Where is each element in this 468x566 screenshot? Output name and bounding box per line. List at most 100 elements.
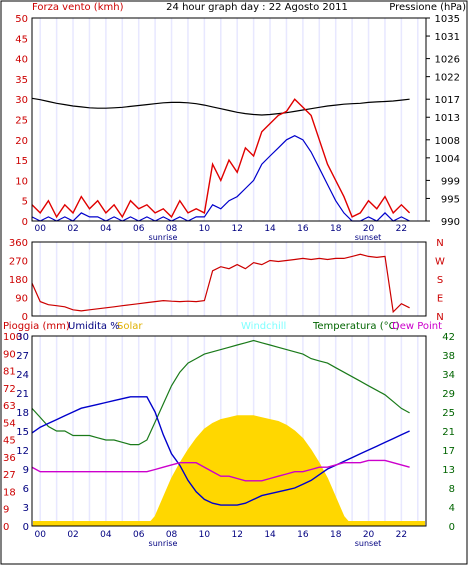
humidity-tick-label: 3	[23, 503, 29, 514]
direction-tick-label: 90	[15, 294, 28, 305]
rain-tick-label: 18	[3, 487, 16, 498]
time-tick-label: 06	[133, 224, 145, 234]
direction-tick-label: 270	[9, 257, 28, 268]
humidity-tick-label: 30	[16, 332, 29, 343]
legend-dewpoint: Dew Point	[392, 321, 442, 332]
humidity-tick-label: 27	[16, 351, 29, 362]
temp-panel-frame	[31, 335, 427, 527]
rain-tick-label: 27	[3, 470, 16, 481]
time-tick-label: 18	[330, 530, 342, 540]
time-tick-label: 06	[133, 530, 145, 540]
wind-speed-axis: 0 5 10 15 20 25 30 35 40 45 50	[15, 14, 28, 228]
time-tick-label: 04	[100, 530, 112, 540]
title-left: Forza vento (kmh)	[32, 2, 124, 13]
direction-panel-series	[31, 253, 410, 314]
time-tick-label: 16	[297, 224, 309, 234]
humidity-tick-label: 21	[16, 389, 29, 400]
wind-panel-frame	[31, 17, 427, 222]
rain-tick-label: 36	[3, 453, 16, 464]
pressure-tick-label: 1026	[435, 55, 460, 66]
pressure-tick-label: 990	[441, 217, 460, 228]
rain-tick-label: 90	[3, 349, 16, 360]
pressure-tick-label: 1017	[435, 95, 460, 106]
sunset-label: sunset	[355, 233, 382, 242]
time-tick-label: 12	[231, 224, 242, 234]
pressure-tick-label: 999	[441, 176, 460, 187]
temperature-tick-label: 17	[442, 446, 455, 457]
pressure-tick-label: 1004	[435, 154, 460, 165]
pressure-tick-label: 1008	[435, 136, 460, 147]
wind-gust-line	[31, 98, 411, 219]
wind-panel-time-axis: 00 02 04 06 08 10 12 14 16 18 20 22 sunrise sunset	[34, 224, 407, 242]
direction-tick-label: 180	[9, 275, 28, 286]
rain-tick-label: 63	[3, 401, 16, 412]
time-tick-label: 14	[264, 530, 276, 540]
wind-speed-tick-label: 30	[15, 95, 28, 106]
rain-tick-label: 72	[3, 384, 16, 395]
temp-panel-left-axes: 0918273645546372819010003691215182124273…	[3, 332, 29, 533]
temperature-tick-label: 0	[449, 522, 455, 533]
wind-speed-tick-label: 40	[15, 55, 28, 66]
sunset-label: sunset	[355, 539, 382, 548]
dew-point-line	[31, 459, 410, 482]
time-tick-label: 14	[264, 224, 276, 234]
time-tick-label: 22	[396, 224, 407, 234]
sunrise-label: sunrise	[149, 233, 178, 242]
pressure-tick-label: 1035	[435, 14, 460, 25]
compass-label: N	[436, 238, 443, 249]
time-tick-label: 16	[297, 530, 309, 540]
humidity-tick-label: 12	[16, 446, 29, 457]
pressure-tick-label: 1013	[435, 113, 460, 124]
temp-panel-right-axes: 0 4 8 13 17 21 25 29 34 38 42	[442, 332, 455, 533]
time-tick-label: 08	[166, 530, 178, 540]
time-tick-label: 02	[67, 224, 78, 234]
direction-panel-frame	[31, 241, 427, 317]
compass-label: E	[437, 294, 443, 305]
compass-label: N	[436, 312, 443, 323]
time-tick-label: 20	[363, 224, 375, 234]
humidity-tick-label: 18	[16, 408, 29, 419]
title-center: 24 hour graph day : 22 Agosto 2011	[166, 2, 348, 13]
time-tick-label: 22	[396, 530, 407, 540]
time-tick-label: 04	[100, 224, 112, 234]
rain-tick-label: 45	[3, 436, 16, 447]
rain-tick-label: 100	[3, 332, 22, 343]
rain-tick-label: 9	[3, 505, 9, 516]
temperature-tick-label: 8	[449, 484, 455, 495]
wind-speed-tick-label: 15	[15, 156, 28, 167]
rain-baseline	[33, 521, 425, 526]
wind-panel-series	[31, 97, 411, 222]
wind-speed-tick-label: 25	[15, 116, 28, 127]
temp-panel-time-axis: 00 02 04 06 08 10 12 14 16 18 20 22 sunrise sunset	[34, 530, 407, 548]
temperature-tick-label: 4	[449, 503, 455, 514]
title-right: Pressione (hPa)	[389, 2, 466, 13]
temperature-tick-label: 21	[442, 427, 455, 438]
temperature-tick-label: 25	[442, 408, 455, 419]
wind-speed-tick-label: 20	[15, 136, 28, 147]
time-tick-label: 08	[166, 224, 178, 234]
pressure-tick-label: 1022	[435, 73, 460, 84]
pressure-tick-label: 1031	[435, 32, 460, 43]
humidity-tick-label: 15	[16, 427, 29, 438]
wind-speed-tick-label: 10	[15, 176, 28, 187]
legend-windchill: Windchill	[241, 321, 286, 332]
direction-degree-axis: 0 90 180 270 360	[9, 238, 28, 323]
time-tick-label: 00	[34, 530, 46, 540]
legend-pioggia: Pioggia (mm)	[3, 321, 70, 332]
compass-label: W	[435, 257, 445, 268]
temperature-tick-label: 29	[442, 389, 455, 400]
temperature-line	[31, 339, 410, 446]
rain-tick-label: 0	[3, 522, 9, 533]
direction-tick-label: 0	[22, 312, 28, 323]
wind-panel-grid	[39, 18, 419, 221]
legend-umidita: Umidita %	[68, 321, 120, 332]
time-tick-label: 20	[363, 530, 375, 540]
wind-average-line	[31, 135, 410, 222]
pressure-tick-label: 995	[441, 194, 460, 205]
legend-temperatura: Temperatura (°C)	[312, 321, 400, 332]
legend-solar: Solar	[117, 321, 143, 332]
temperature-humidity-panel: 0918273645546372819010003691215182124273…	[3, 332, 455, 548]
